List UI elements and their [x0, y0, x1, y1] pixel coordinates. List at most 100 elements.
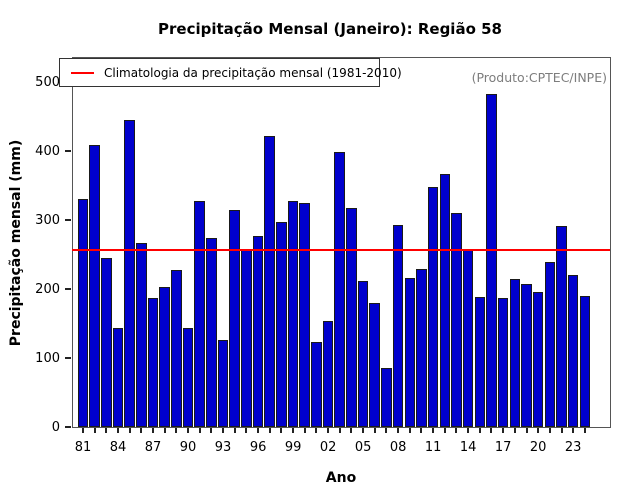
bar-2005	[357, 281, 369, 427]
bar-2020	[532, 292, 544, 427]
x-tick	[350, 428, 353, 433]
x-tick	[455, 428, 458, 433]
bar-1992	[206, 238, 217, 427]
y-tick-label: 0	[51, 419, 60, 435]
bar-2006	[369, 303, 380, 427]
bar-1994	[229, 210, 240, 427]
x-tick	[105, 428, 108, 433]
x-tick	[245, 428, 248, 433]
bar-1997	[264, 136, 275, 427]
x-tick-label: 02	[319, 440, 337, 455]
bar-1999	[287, 201, 299, 427]
bar-2022	[556, 226, 567, 427]
y-axis-title: Precipitação mensal (mm)	[8, 139, 24, 347]
legend-label: Climatologia da precipitação mensal (198…	[104, 66, 402, 80]
x-tick	[338, 428, 341, 433]
x-tick	[513, 428, 516, 433]
x-tick-label: 23	[564, 440, 582, 455]
bar-2023	[567, 275, 579, 427]
bar-1989	[171, 270, 182, 427]
y-tick-label: 100	[35, 350, 60, 366]
x-tick	[233, 428, 236, 433]
x-tick	[478, 428, 481, 433]
x-tick	[117, 428, 119, 433]
bar-2007	[381, 368, 392, 427]
bar-1993	[217, 340, 229, 427]
x-tick	[222, 428, 224, 433]
bar-1984	[112, 328, 124, 427]
x-tick-label: 93	[214, 440, 232, 455]
x-tick	[548, 428, 551, 433]
x-tick-label: 81	[74, 440, 92, 455]
bar-2001	[311, 342, 322, 427]
bar-2008	[392, 225, 404, 427]
y-tick	[65, 150, 71, 152]
bar-2000	[299, 203, 310, 427]
x-tick	[362, 428, 365, 433]
x-tick	[82, 428, 84, 433]
bar-2009	[404, 278, 416, 427]
chart-title: Precipitação Mensal (Janeiro): Região 58	[158, 20, 502, 38]
x-tick-label: 84	[109, 440, 127, 455]
bar-1987	[147, 298, 159, 427]
x-tick	[292, 428, 295, 433]
x-tick	[420, 428, 423, 433]
x-tick	[163, 428, 166, 433]
bar-2014	[462, 250, 474, 427]
bar-2010	[416, 269, 427, 427]
bar-2004	[346, 208, 357, 427]
x-tick	[152, 428, 154, 433]
x-tick	[140, 428, 143, 433]
y-tick	[65, 219, 71, 221]
bar-2011	[427, 187, 439, 427]
bar-2019	[521, 284, 532, 427]
bar-1982	[89, 145, 100, 427]
x-tick	[537, 428, 540, 433]
bar-1986	[136, 243, 147, 427]
bar-2003	[334, 152, 345, 427]
legend-box: Climatologia da precipitação mensal (198…	[59, 58, 402, 87]
x-tick-label: 11	[424, 440, 442, 455]
x-tick	[210, 428, 213, 433]
x-tick	[303, 428, 306, 433]
product-credit-label: (Produto:CPTEC/INPE)	[471, 70, 607, 85]
x-tick	[385, 428, 388, 433]
y-tick	[65, 288, 71, 290]
y-tick-label: 300	[35, 212, 60, 228]
bar-2024	[579, 296, 591, 427]
x-tick	[327, 428, 330, 433]
x-tick	[408, 428, 411, 433]
y-tick-label: 500	[35, 74, 60, 90]
x-tick-label: 20	[529, 440, 547, 455]
bar-1990	[182, 328, 194, 427]
climatology-line	[72, 248, 610, 251]
bar-1981	[77, 199, 89, 427]
bar-1995	[241, 250, 252, 427]
x-tick	[373, 428, 376, 433]
x-tick	[432, 428, 435, 433]
bar-2017	[497, 298, 509, 427]
x-tick-label: 14	[459, 440, 477, 455]
x-tick	[187, 428, 189, 433]
bar-2002	[322, 321, 334, 427]
climatology-line-icon	[71, 72, 94, 74]
bar-1996	[252, 236, 264, 427]
bar-2016	[486, 94, 497, 427]
x-tick-label: 99	[284, 440, 302, 455]
x-tick-label: 08	[389, 440, 407, 455]
x-tick	[93, 428, 96, 433]
x-tick	[525, 428, 528, 433]
y-tick-label: 400	[35, 143, 60, 159]
x-tick	[257, 428, 260, 433]
y-tick	[65, 426, 71, 428]
bar-1998	[276, 222, 287, 427]
x-tick	[315, 428, 318, 433]
x-tick-label: 05	[354, 440, 372, 455]
x-tick	[467, 428, 470, 433]
bar-2013	[451, 213, 462, 427]
x-tick	[128, 428, 131, 433]
x-tick	[560, 428, 563, 433]
bar-2021	[544, 262, 556, 427]
x-tick-label: 90	[179, 440, 197, 455]
